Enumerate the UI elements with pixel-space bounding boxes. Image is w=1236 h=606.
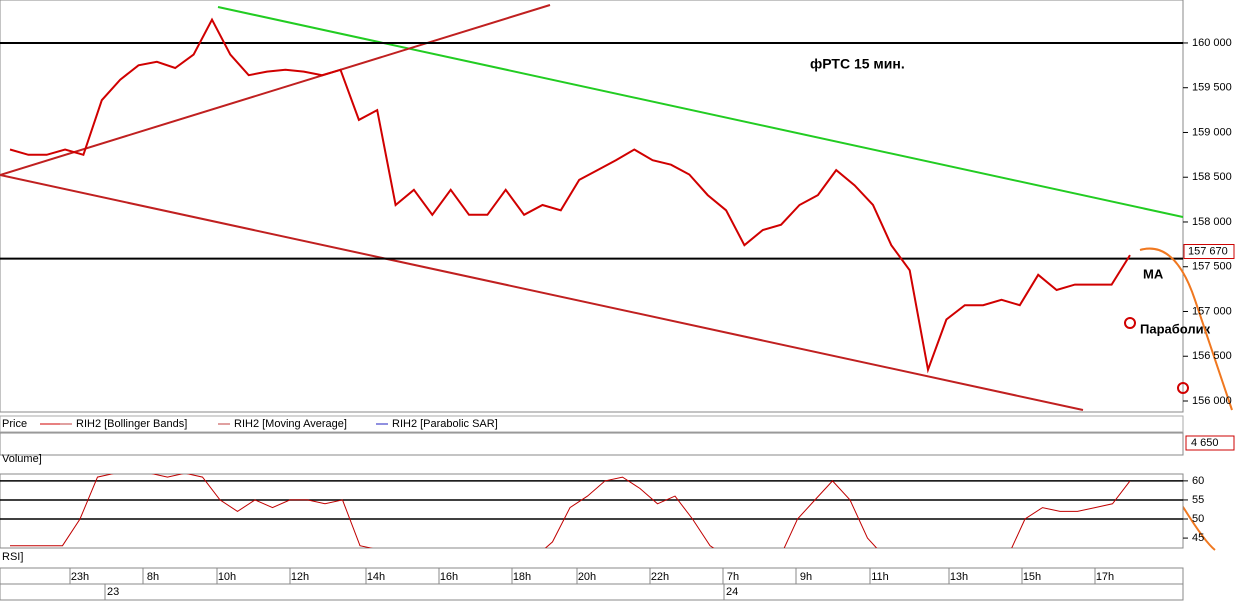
rsi-plot bbox=[0, 474, 1183, 548]
rsi-panel bbox=[0, 473, 1184, 549]
time-label: 18h bbox=[513, 571, 531, 583]
time-label: 8h bbox=[147, 571, 159, 583]
legend-label: RIH2 [Moving Average] bbox=[234, 418, 347, 430]
y-tick-label: 50 bbox=[1192, 513, 1204, 525]
trend-line bbox=[0, 174, 1084, 411]
y-tick-label: 160 000 bbox=[1192, 37, 1232, 49]
marker bbox=[1124, 317, 1136, 329]
y-tick-label: 158 000 bbox=[1192, 216, 1232, 228]
volume-label: Volume] bbox=[2, 453, 42, 465]
y-tick-label: 157 500 bbox=[1192, 261, 1232, 273]
trend-line bbox=[0, 4, 551, 176]
volume-panel bbox=[0, 432, 1184, 456]
volume-value: 4 650 bbox=[1191, 437, 1219, 449]
time-label: 10h bbox=[218, 571, 236, 583]
y-tick-label: 55 bbox=[1192, 494, 1204, 506]
annotation: Параболик bbox=[1140, 321, 1211, 336]
price-panel bbox=[0, 0, 1184, 413]
time-label: 12h bbox=[291, 571, 309, 583]
legend-bar bbox=[0, 415, 1184, 433]
time-label: 17h bbox=[1096, 571, 1114, 583]
y-tick-label: 156 500 bbox=[1192, 350, 1232, 362]
time-label: 7h bbox=[727, 571, 739, 583]
y-tick-label: 158 500 bbox=[1192, 171, 1232, 183]
time-label: 14h bbox=[367, 571, 385, 583]
time-label: 9h bbox=[800, 571, 812, 583]
last-price-box bbox=[1183, 244, 1235, 260]
time-label: 11h bbox=[871, 571, 889, 583]
date-axis bbox=[0, 583, 1184, 601]
legend-label: RIH2 [Bollinger Bands] bbox=[76, 418, 187, 430]
chart-title: фРТС 15 мин. bbox=[810, 56, 905, 72]
y-tick-label: 156 000 bbox=[1192, 395, 1232, 407]
time-label: 22h bbox=[651, 571, 669, 583]
date-label: 23 bbox=[107, 586, 119, 598]
y-tick-label: 159 000 bbox=[1192, 126, 1232, 138]
y-tick-label: 157 000 bbox=[1192, 305, 1232, 317]
forecast-arrow bbox=[1139, 247, 1233, 411]
rsi-label: RSI] bbox=[2, 551, 23, 563]
legend-label: RIH2 [Parabolic SAR] bbox=[392, 418, 498, 430]
y-tick-label: 159 500 bbox=[1192, 82, 1232, 94]
series-line bbox=[9, 17, 1131, 374]
time-label: 13h bbox=[950, 571, 968, 583]
time-label: 20h bbox=[578, 571, 596, 583]
annotation: MA bbox=[1143, 266, 1164, 281]
time-label: 15h bbox=[1023, 571, 1041, 583]
legend-label: Price bbox=[2, 418, 27, 430]
date-label: 24 bbox=[726, 586, 738, 598]
last-price-label: 157 670 bbox=[1188, 245, 1228, 257]
marker bbox=[1177, 382, 1189, 394]
price-plot bbox=[0, 4, 1183, 411]
y-tick-label: 45 bbox=[1192, 532, 1204, 544]
y-tick-label: 60 bbox=[1192, 475, 1204, 487]
time-label: 16h bbox=[440, 571, 458, 583]
volume-box bbox=[1185, 435, 1235, 451]
series-line bbox=[10, 474, 1131, 548]
time-label: 23h bbox=[71, 571, 89, 583]
